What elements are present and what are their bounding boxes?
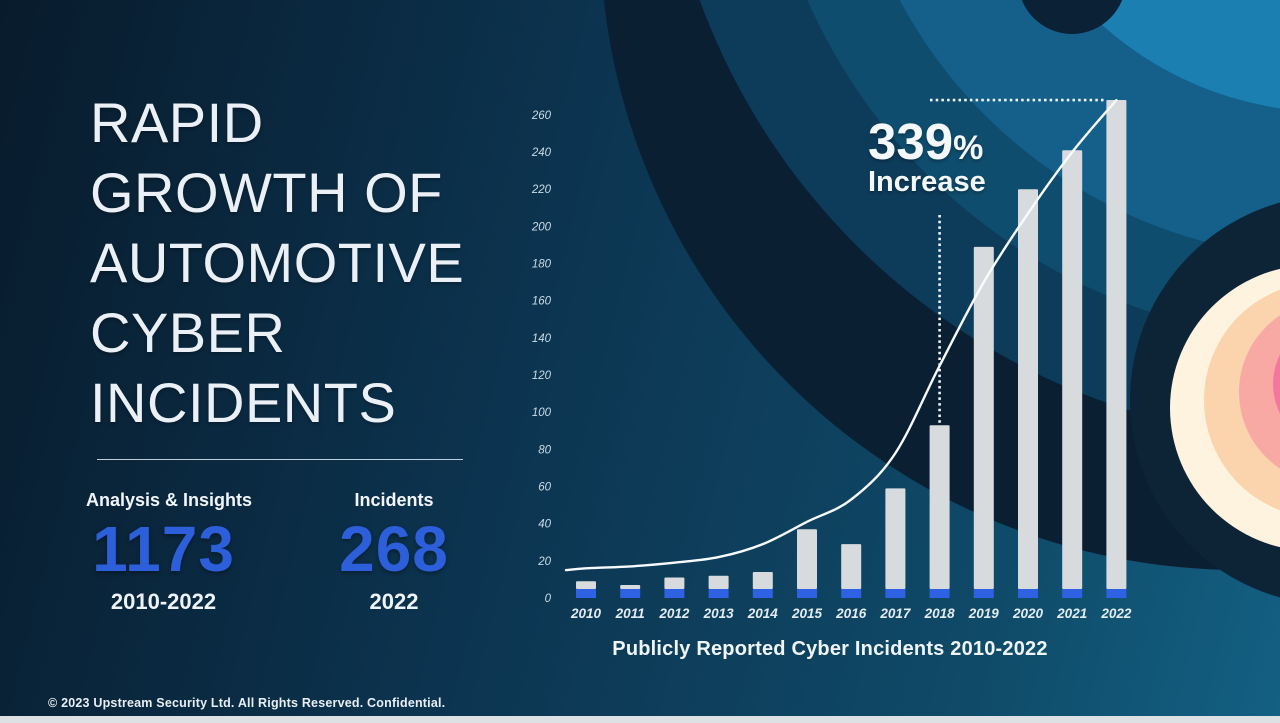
stat-analysis-insights: Analysis & Insights 1173 2010-2022 [86, 490, 253, 615]
bar-2018 [929, 425, 950, 589]
bar-2015 [797, 529, 817, 589]
bar-2020 [1018, 189, 1038, 590]
y-axis-tick-200: 200 [531, 221, 552, 233]
bar-base-2021 [1062, 589, 1083, 598]
y-axis-tick-140: 140 [532, 333, 552, 345]
y-axis-tick-220: 220 [531, 184, 552, 196]
x-axis-label-2016: 2016 [835, 606, 867, 621]
bar-2012 [664, 577, 685, 589]
bar-base-2022 [1106, 589, 1127, 598]
bar-base-2018 [929, 589, 950, 598]
bar-2013 [708, 575, 729, 589]
bar-base-2020 [1018, 589, 1038, 598]
stat-period: 2022 [369, 589, 419, 614]
y-axis-tick-80: 80 [538, 444, 551, 456]
percent-sign: % [953, 129, 984, 167]
x-axis-label-2012: 2012 [658, 606, 690, 621]
chart-caption: Publicly Reported Cyber Incidents 2010-2… [612, 638, 1048, 660]
bar-base-2016 [841, 589, 862, 598]
divider-line [97, 459, 463, 460]
bar-base-2019 [973, 589, 994, 598]
bar-2010 [576, 581, 596, 589]
bar-base-2015 [797, 589, 817, 598]
y-axis-tick-40: 40 [538, 519, 551, 531]
y-axis-tick-100: 100 [532, 407, 552, 419]
stat-period: 2010-2022 [110, 589, 217, 614]
x-axis-label-2015: 2015 [791, 606, 823, 621]
bar-2022 [1106, 100, 1127, 589]
bar-base-2012 [664, 589, 685, 598]
y-axis-tick-120: 120 [532, 370, 552, 382]
y-axis-tick-20: 20 [537, 556, 551, 568]
y-axis-tick-260: 260 [531, 110, 552, 122]
stat-label: Analysis & Insights [86, 490, 253, 510]
bar-base-2017 [885, 589, 906, 598]
stat-incidents: Incidents 268 2022 [330, 490, 458, 615]
x-axis-label-2020: 2020 [1012, 606, 1044, 621]
pink-rings-circle [1170, 268, 1280, 548]
x-axis-label-2013: 2013 [703, 606, 735, 621]
y-axis-tick-60: 60 [538, 482, 551, 494]
bottom-strip [0, 716, 1280, 723]
x-axis-label-2022: 2022 [1100, 606, 1132, 621]
x-axis-label-2019: 2019 [968, 606, 1000, 621]
bar-2011 [620, 584, 641, 589]
x-axis-label-2021: 2021 [1056, 606, 1087, 621]
x-axis-label-2014: 2014 [747, 606, 779, 621]
x-axis-label-2010: 2010 [570, 606, 602, 621]
corner-bright-circle [1077, 0, 1280, 109]
increase-label: Increase [868, 166, 986, 198]
bar-base-2011 [620, 589, 641, 598]
bar-base-2014 [752, 589, 773, 598]
page-title: RAPID GROWTH OF AUTOMOTIVE CYBER INCIDEN… [90, 91, 465, 434]
bar-2016 [841, 544, 862, 589]
x-axis-label-2018: 2018 [924, 606, 956, 621]
x-axis-label-2017: 2017 [879, 606, 912, 621]
trend-line [564, 98, 1118, 572]
increase-value: 339 [868, 113, 954, 170]
y-axis-tick-160: 160 [532, 296, 552, 308]
bar-2017 [885, 488, 906, 589]
bar-2014 [752, 571, 773, 589]
bar-2021 [1062, 150, 1083, 590]
bar-2019 [973, 246, 994, 589]
increase-annotation: 339% Increase [868, 116, 986, 198]
top-dark-notch-circle [1021, 0, 1123, 34]
stat-value: 1173 [92, 513, 235, 585]
copyright-footer: © 2023 Upstream Security Ltd. All Rights… [48, 696, 446, 710]
y-axis-tick-240: 240 [531, 147, 552, 159]
stat-value: 268 [339, 513, 449, 585]
bar-base-2013 [708, 589, 729, 598]
x-axis-label-2011: 2011 [615, 606, 645, 621]
y-axis-tick-180: 180 [532, 259, 552, 271]
y-axis-tick-0: 0 [545, 593, 552, 605]
stat-label: Incidents [354, 490, 434, 510]
bar-base-2010 [576, 589, 596, 598]
